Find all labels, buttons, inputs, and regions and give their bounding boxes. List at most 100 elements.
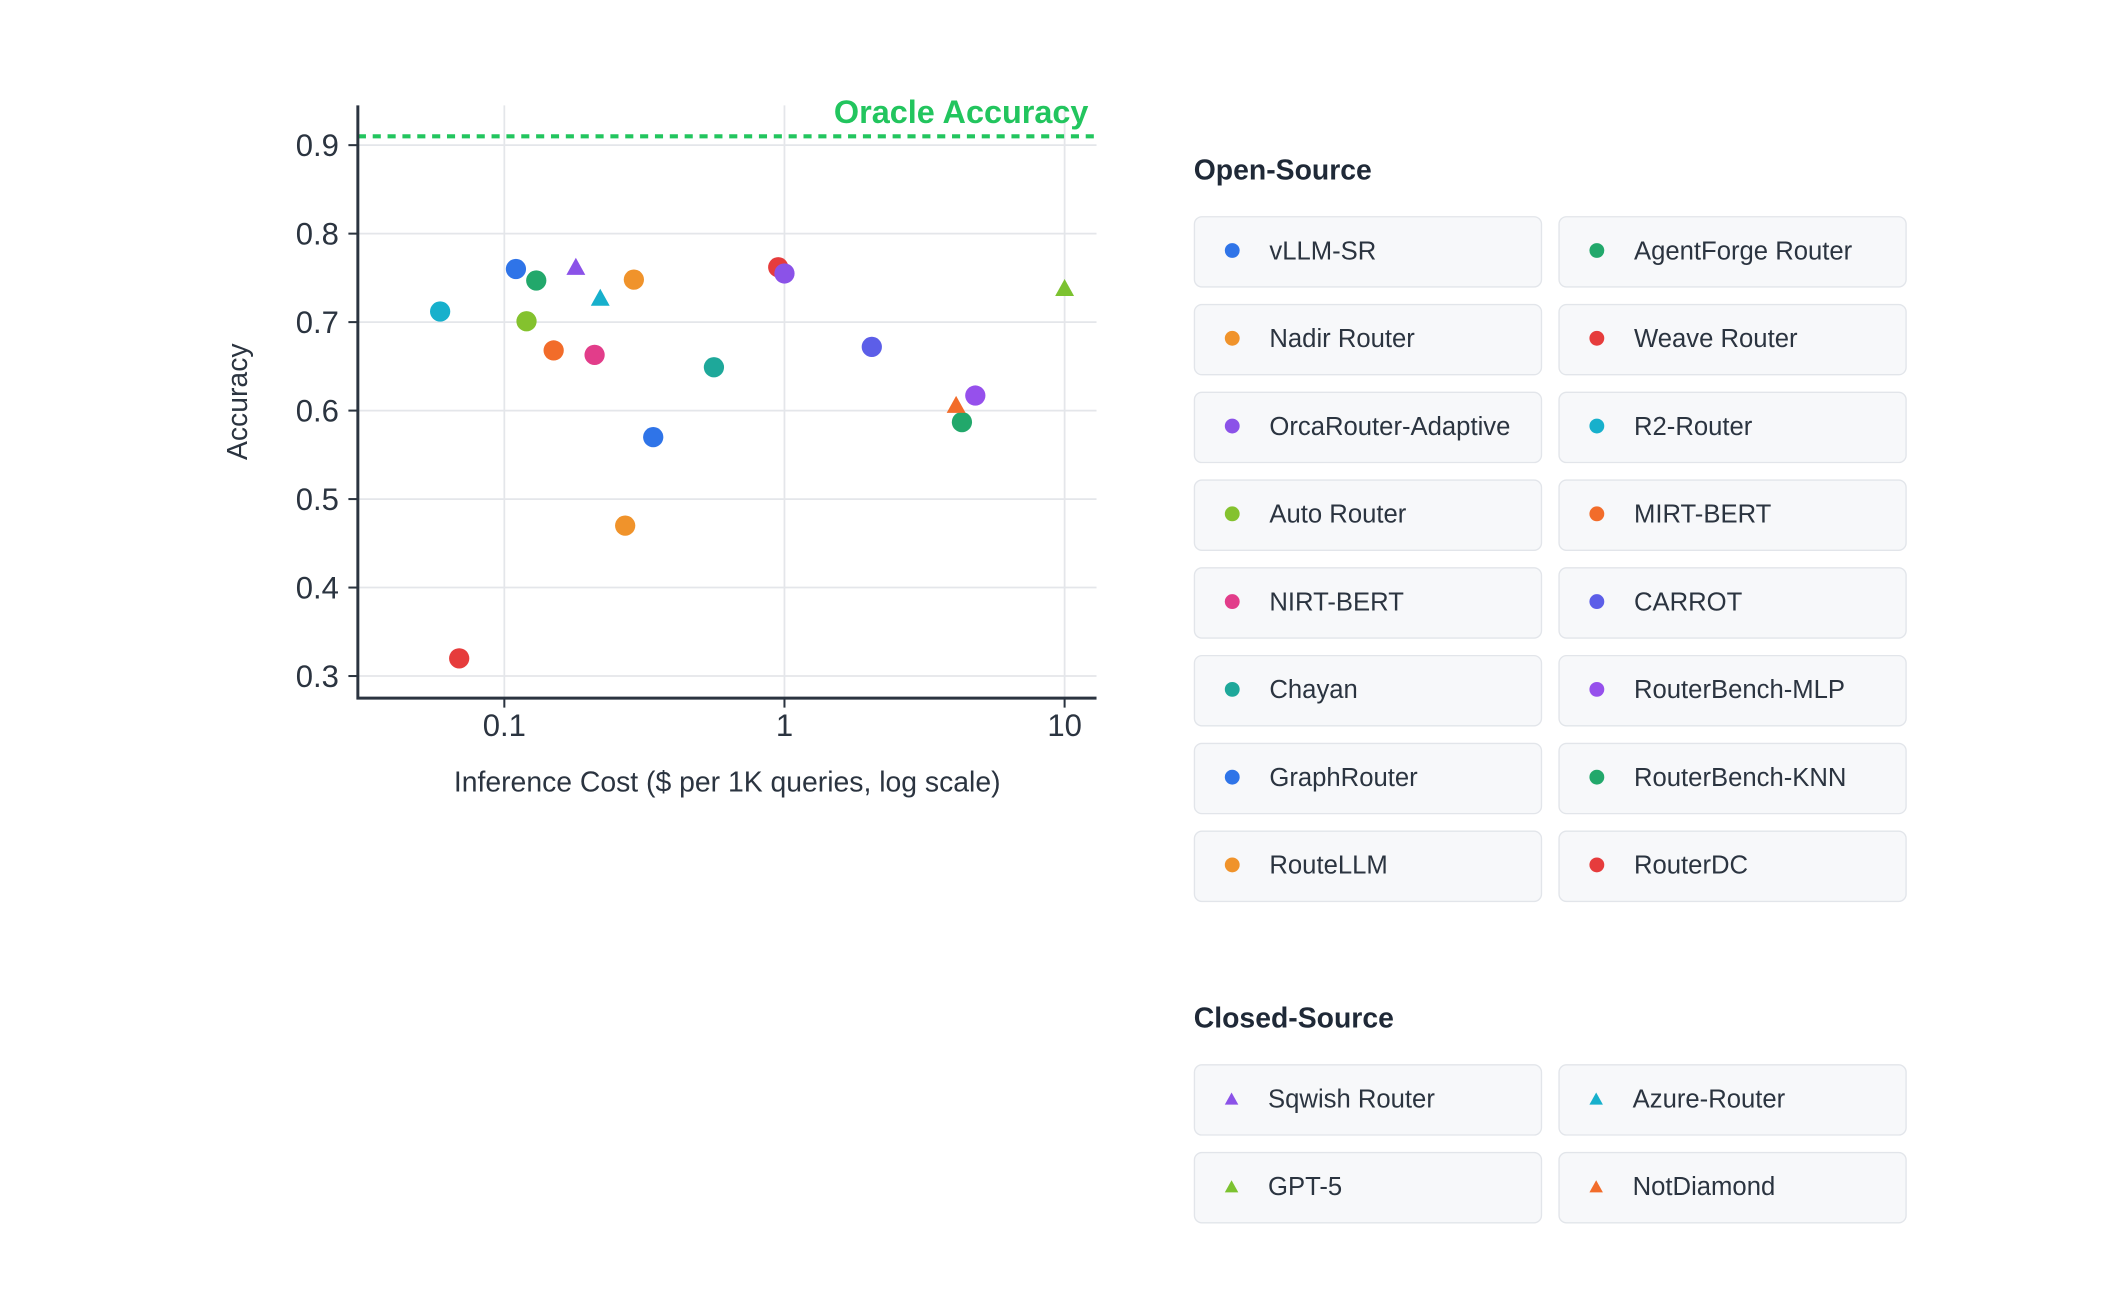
legend-closed-source-title: Closed-Source: [1193, 1003, 1394, 1035]
point-nirt-bert: [584, 344, 605, 365]
legend-item-routerbench-mlp: RouterBench-MLP: [1558, 654, 1907, 727]
y-tick-label: 0.9: [296, 128, 339, 163]
legend-label: Sqwish Router: [1268, 1085, 1435, 1114]
legend-label: R2-Router: [1633, 412, 1753, 441]
legend-item-nadir-router: Nadir Router: [1193, 303, 1543, 376]
triangle-marker-icon: [1224, 1092, 1239, 1105]
x-tick-label: 1: [776, 708, 793, 743]
legend-item-graphrouter: GraphRouter: [1193, 742, 1543, 815]
legend-open-source: Open-Source vLLM-SR AgentForge Router Nadi…: [1193, 154, 1907, 903]
point-routellm: [615, 515, 636, 536]
circle-marker-icon: [1589, 681, 1605, 697]
legend-item-auto-router: Auto Router: [1193, 479, 1543, 551]
legend-item-orcarouter-adaptive: OrcaRouter-Adaptive: [1193, 391, 1543, 464]
data-points: [430, 257, 1075, 669]
circle-marker-icon: [1224, 594, 1240, 610]
legend-label: Auto Router: [1269, 500, 1407, 529]
legend-item-mirt-bert: MIRT-BERT: [1558, 479, 1907, 551]
point-orcarouter-adaptive: [774, 263, 795, 284]
legend-label: Nadir Router: [1269, 324, 1415, 354]
legend-item-routerdc: RouterDC: [1558, 830, 1907, 903]
legend-label: GPT-5: [1268, 1172, 1343, 1202]
legend-item-gpt-5: GPT-5: [1193, 1151, 1543, 1224]
circle-marker-icon: [1224, 506, 1240, 522]
axes: [348, 105, 1097, 708]
circle-marker-icon: [1589, 594, 1605, 610]
x-tick-label: 10: [1047, 708, 1082, 743]
circle-marker-icon: [1224, 243, 1240, 258]
legend-label: AgentForge Router: [1633, 236, 1853, 266]
legend-item-sqwish-router: Sqwish Router: [1193, 1064, 1543, 1136]
y-axis-title: Accuracy: [222, 343, 254, 460]
circle-marker-icon: [1589, 243, 1605, 258]
circle-marker-icon: [1589, 769, 1605, 785]
scatter-chart: Oracle Accuracy 0.3 0.4 0.5 0.6 0.7 0.8 0.9 0.1…: [222, 94, 1097, 798]
legend-label: OrcaRouter-Adaptive: [1269, 412, 1511, 441]
y-tick-label: 0.4: [296, 570, 339, 605]
circle-marker-icon: [1589, 857, 1605, 873]
legend-closed-source: Closed-Source Sqwish Router Azure-Router G…: [1193, 1002, 1907, 1224]
circle-marker-icon: [1224, 681, 1240, 697]
triangle-marker-icon: [1224, 1180, 1239, 1193]
grid: [357, 105, 1097, 699]
legend-item-chayan: Chayan: [1193, 654, 1543, 727]
legend-item-azure-router: Azure-Router: [1558, 1064, 1907, 1136]
tick-labels: 0.3 0.4 0.5 0.6 0.7 0.8 0.9 0.1 1 10: [296, 128, 1082, 743]
legend-item-r2-router: R2-Router: [1558, 391, 1907, 464]
legend-closed-source-grid: Sqwish Router Azure-Router GPT-5 NotDiamond: [1193, 1064, 1907, 1224]
legend-item-routerbench-knn: RouterBench-KNN: [1558, 742, 1907, 815]
legend-item-routellm: RouteLLM: [1193, 830, 1543, 903]
y-tick-label: 0.6: [296, 393, 339, 428]
point-carrot: [861, 336, 882, 358]
point-azure-router: [590, 288, 610, 306]
point-mirt-bert: [543, 340, 564, 361]
circle-marker-icon: [1224, 418, 1240, 434]
legend-label: NotDiamond: [1632, 1172, 1776, 1202]
circle-marker-icon: [1224, 769, 1240, 785]
y-tick-label: 0.7: [296, 305, 339, 340]
triangle-marker-icon: [1589, 1092, 1603, 1105]
legend-label: CARROT: [1633, 588, 1743, 617]
legend-label: RouterDC: [1633, 851, 1749, 880]
oracle-reference: Oracle Accuracy: [357, 94, 1097, 139]
point-auto-router: [516, 311, 537, 332]
legend-label: NIRT-BERT: [1269, 588, 1404, 617]
oracle-accuracy-label: Oracle Accuracy: [834, 94, 1089, 130]
point-chayan: [703, 357, 725, 378]
point-notdiamond: [946, 395, 966, 413]
x-axis-title: Inference Cost ($ per 1K queries, log sc…: [454, 766, 1001, 798]
point-routerbench-knn: [951, 411, 973, 433]
legend-open-source-grid: vLLM-SR AgentForge Router Nadir Router Weav…: [1193, 216, 1907, 903]
circle-marker-icon: [1589, 506, 1605, 522]
legend-label: RouterBench-KNN: [1633, 763, 1847, 793]
legend-open-source-title: Open-Source: [1193, 155, 1372, 187]
legend-item-carrot: CARROT: [1558, 567, 1907, 639]
point-gpt-5: [1055, 279, 1075, 297]
legend-item-weave-router: Weave Router: [1558, 303, 1907, 376]
legend-label: vLLM-SR: [1269, 236, 1377, 266]
point-sqwish-router: [566, 257, 586, 275]
point-routerbench-mlp: [965, 385, 986, 406]
legend-item-agentforge-router: AgentForge Router: [1558, 216, 1907, 288]
legend-label: RouterBench-MLP: [1633, 675, 1846, 705]
legend-label: MIRT-BERT: [1633, 500, 1772, 529]
circle-marker-icon: [1224, 857, 1240, 873]
point-agentforge-router: [526, 270, 547, 291]
triangle-marker-icon: [1589, 1180, 1603, 1193]
legend-label: Chayan: [1269, 675, 1358, 705]
y-tick-label: 0.8: [296, 216, 339, 251]
legend-item-vllm-sr: vLLM-SR: [1193, 216, 1543, 288]
circle-marker-icon: [1224, 330, 1240, 346]
point-graphrouter: [643, 427, 664, 448]
circle-marker-icon: [1589, 330, 1605, 346]
legend-label: Weave Router: [1633, 324, 1798, 354]
point-nadir-router: [623, 269, 644, 290]
point-vllm-sr: [505, 258, 527, 280]
circle-marker-icon: [1589, 418, 1605, 434]
point-routerdc: [449, 648, 470, 669]
point-r2-router: [430, 301, 451, 322]
legend-item-nirt-bert: NIRT-BERT: [1193, 567, 1543, 639]
legend-label: RouteLLM: [1269, 851, 1388, 880]
legend-item-notdiamond: NotDiamond: [1558, 1151, 1907, 1224]
